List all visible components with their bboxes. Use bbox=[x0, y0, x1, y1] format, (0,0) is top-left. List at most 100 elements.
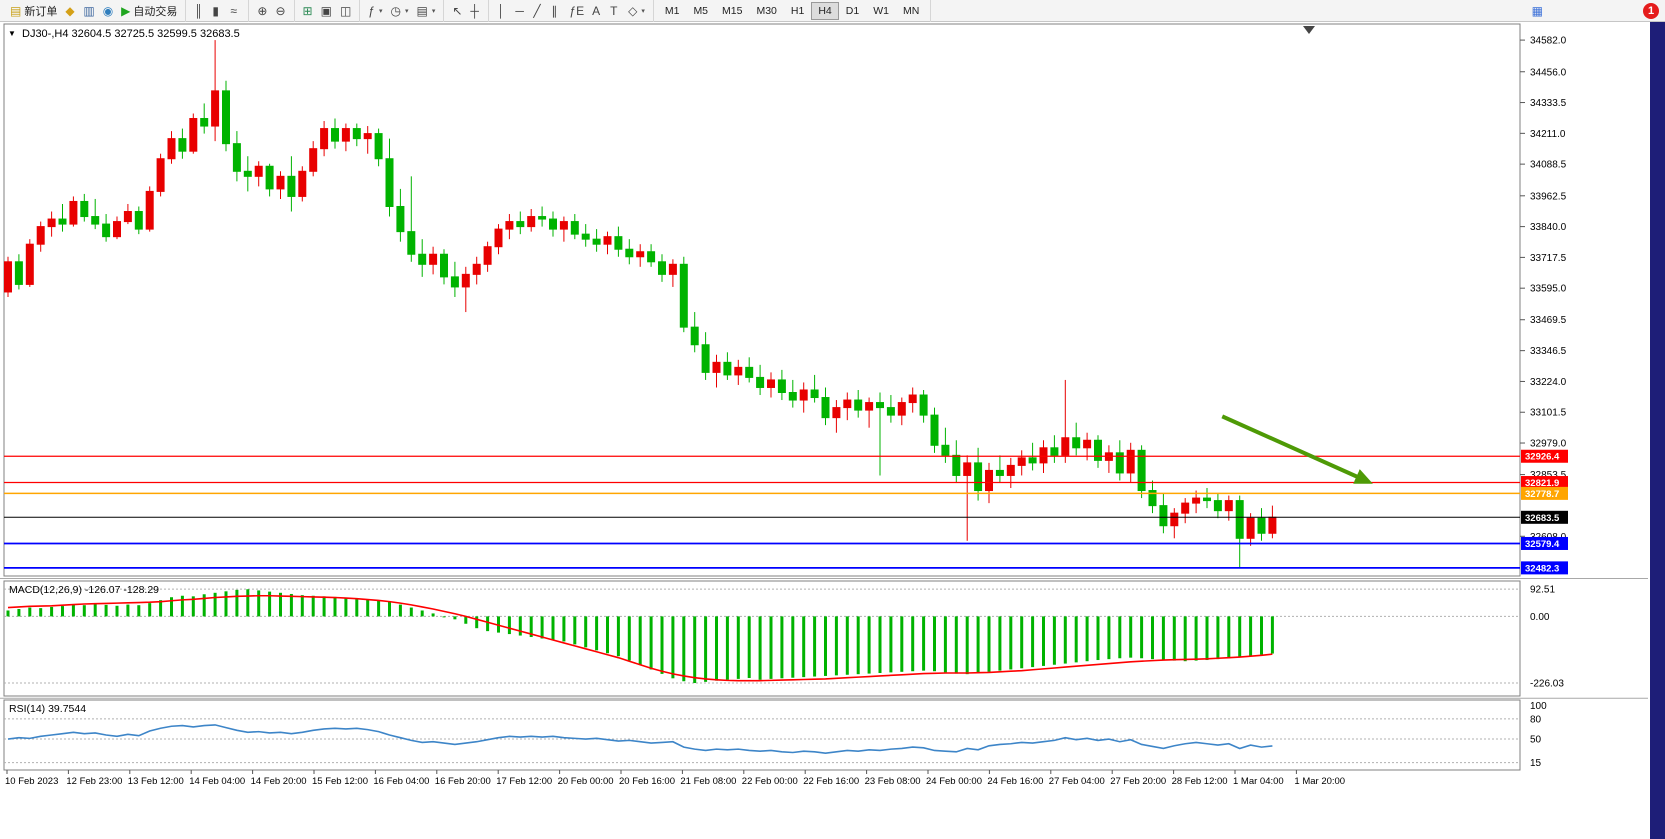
toolbar-group-draw: │ ─ ╱ ∥ ƒE A T ◇ ▾ bbox=[489, 0, 654, 22]
macd-bar bbox=[191, 596, 195, 617]
toolbar-group-windows: ⊞ ▣ ◫ bbox=[295, 0, 361, 22]
macd-bar bbox=[529, 616, 533, 638]
channel-button[interactable]: ∥ bbox=[547, 2, 565, 20]
zoom-in-button[interactable]: ⊕ bbox=[253, 2, 271, 20]
tf-m15-button[interactable]: M15 bbox=[715, 2, 749, 20]
candle bbox=[668, 263, 677, 275]
auto-trading-button[interactable]: ▶ 自动交易 bbox=[117, 2, 181, 20]
trendline-button[interactable]: ╱ bbox=[529, 2, 547, 20]
chart-area[interactable]: 34582.0 34456.0 34333.5 34211.0 34088.5 33962… bbox=[0, 22, 1665, 839]
toolbar-group-cursor: ↖ ┼ bbox=[444, 0, 490, 22]
price-tick-label: 33101.5 bbox=[1530, 408, 1567, 419]
one-click-collapse-icon[interactable]: ▼ bbox=[8, 29, 16, 38]
template-icon: ▤ bbox=[416, 3, 428, 18]
new-order-button[interactable]: ▤ 新订单 bbox=[6, 2, 61, 20]
macd-bar bbox=[82, 605, 86, 617]
price-tag-label: 32683.5 bbox=[1525, 513, 1560, 524]
vertical-line-button[interactable]: │ bbox=[493, 2, 511, 20]
line-chart-button[interactable]: ≈ bbox=[226, 2, 244, 20]
shapes-button[interactable]: ◇ ▾ bbox=[624, 2, 649, 20]
zoom-out-button[interactable]: ⊖ bbox=[271, 2, 289, 20]
horizontal-line-button[interactable]: ─ bbox=[511, 2, 529, 20]
candle bbox=[494, 228, 503, 248]
macd-bar bbox=[1270, 616, 1274, 654]
market-button[interactable]: ◆ bbox=[61, 2, 79, 20]
tf-mn-button[interactable]: MN bbox=[896, 2, 926, 20]
new-chart-button[interactable]: ▦ bbox=[1528, 2, 1547, 20]
fibonacci-button[interactable]: ƒE bbox=[565, 2, 588, 20]
macd-panel[interactable] bbox=[3, 580, 1521, 697]
chart-canvas[interactable]: 34582.0 34456.0 34333.5 34211.0 34088.5 33962… bbox=[0, 22, 1665, 839]
tf-m30-button[interactable]: M30 bbox=[749, 2, 783, 20]
tile-windows-button[interactable]: ⊞ bbox=[299, 2, 317, 20]
indicator-icon: ƒ bbox=[368, 3, 375, 18]
tf-m15-button-label: M15 bbox=[722, 4, 743, 17]
macd-bar bbox=[638, 616, 642, 666]
codebase-button[interactable]: ▥ bbox=[79, 2, 98, 20]
dropdown-arrow-icon: ▾ bbox=[431, 7, 436, 15]
macd-bar bbox=[322, 596, 326, 617]
periods-button[interactable]: ◷ ▾ bbox=[386, 2, 412, 20]
macd-bar bbox=[50, 606, 54, 617]
chart-shift-marker[interactable] bbox=[1303, 26, 1315, 34]
candle bbox=[1050, 447, 1059, 456]
macd-bar bbox=[355, 598, 359, 617]
macd-bar bbox=[736, 616, 740, 679]
candle bbox=[69, 200, 78, 225]
price-panel[interactable] bbox=[3, 23, 1521, 577]
price-tag bbox=[1521, 536, 1568, 550]
candle bbox=[919, 394, 928, 416]
macd-bar bbox=[1052, 616, 1056, 665]
macd-signal-line bbox=[7, 594, 1273, 682]
tf-h4-button[interactable]: H4 bbox=[811, 1, 839, 20]
candle bbox=[1159, 505, 1168, 527]
tf-m5-button[interactable]: M5 bbox=[686, 2, 715, 20]
candle bbox=[91, 216, 100, 225]
macd-bar bbox=[159, 600, 163, 617]
macd-bar bbox=[279, 592, 282, 617]
new-order-button-label: 新订单 bbox=[24, 5, 58, 18]
time-tick-label: 20 Feb 00:00 bbox=[558, 776, 614, 787]
tf-d1-button[interactable]: D1 bbox=[839, 2, 866, 20]
tf-m30-button-label: M30 bbox=[756, 4, 777, 17]
candle bbox=[559, 221, 568, 230]
templates-button[interactable]: ▤ ▾ bbox=[412, 2, 439, 20]
cascade-icon: ▣ bbox=[320, 3, 332, 18]
time-tick-label: 14 Feb 04:00 bbox=[189, 776, 245, 787]
rsi-line bbox=[7, 724, 1273, 754]
macd-bar bbox=[235, 589, 239, 617]
text-button[interactable]: A bbox=[588, 2, 606, 20]
cursor-button[interactable]: ↖ bbox=[448, 2, 466, 20]
candle bbox=[570, 221, 579, 235]
candle bbox=[483, 246, 492, 265]
macd-bar bbox=[1009, 616, 1013, 670]
candle bbox=[232, 143, 241, 172]
tf-h1-button[interactable]: H1 bbox=[784, 2, 811, 20]
label-button[interactable]: T bbox=[606, 2, 624, 20]
bar-chart-button[interactable]: ║ bbox=[190, 2, 208, 20]
arrange-windows-button[interactable]: ◫ bbox=[336, 2, 355, 20]
cascade-windows-button[interactable]: ▣ bbox=[317, 2, 336, 20]
trend-arrow-annotation[interactable] bbox=[1221, 414, 1373, 484]
rsi-panel[interactable] bbox=[3, 699, 1521, 771]
price-tag-label: 32579.4 bbox=[1525, 539, 1560, 550]
candle bbox=[777, 379, 786, 394]
macd-bar bbox=[475, 616, 479, 629]
time-tick-label: 14 Feb 20:00 bbox=[251, 776, 307, 787]
macd-bar bbox=[725, 616, 729, 680]
notification-badge[interactable]: 1 bbox=[1643, 2, 1659, 19]
right-scrollbar[interactable] bbox=[1650, 22, 1665, 839]
macd-bar bbox=[1183, 616, 1187, 662]
market-icon: ◆ bbox=[65, 3, 75, 18]
candle bbox=[505, 221, 514, 230]
candle bbox=[440, 253, 448, 278]
tf-w1-button[interactable]: W1 bbox=[866, 2, 896, 20]
crosshair-button[interactable]: ┼ bbox=[466, 2, 484, 20]
community-button[interactable]: ◉ bbox=[99, 2, 117, 20]
indicators-button[interactable]: ƒ ▾ bbox=[364, 2, 386, 20]
rsi-axis-label: 80 bbox=[1530, 714, 1542, 725]
rsi-label: RSI(14) 39.7544 bbox=[9, 703, 86, 715]
tf-m1-button[interactable]: M1 bbox=[658, 2, 687, 20]
candle bbox=[374, 133, 383, 160]
candlestick-chart-button[interactable]: ▮ bbox=[208, 2, 226, 20]
